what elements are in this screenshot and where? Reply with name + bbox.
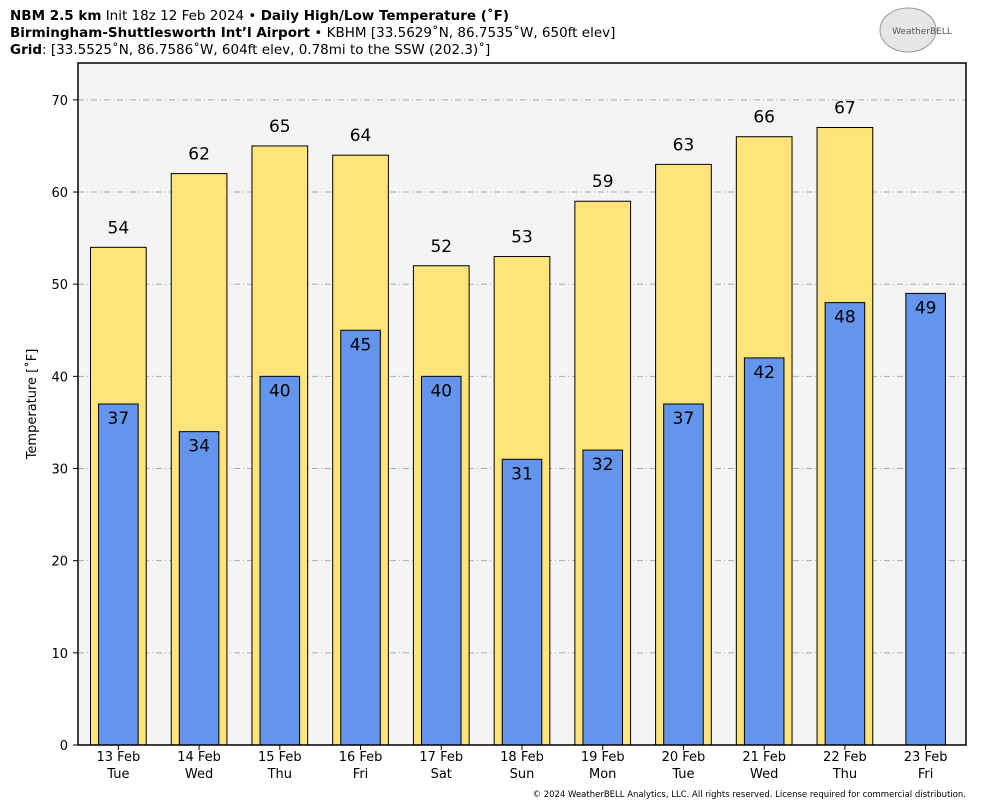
value-label: 54 <box>108 218 130 238</box>
bar <box>824 302 866 746</box>
bar <box>582 449 624 746</box>
bar <box>420 375 462 746</box>
logo-mark <box>879 7 937 53</box>
x-tick-label: Mon <box>589 767 616 782</box>
bar <box>501 458 543 746</box>
x-tick-label: 20 Feb <box>662 750 706 765</box>
y-tick-label: 30 <box>51 463 68 478</box>
y-tick-label: 70 <box>51 94 68 109</box>
value-label: 31 <box>511 464 533 484</box>
y-tick-label: 40 <box>51 370 68 385</box>
x-tick-label: 21 Feb <box>742 750 786 765</box>
y-axis-label: Temperature [˚F] <box>24 349 40 461</box>
y-tick-label: 10 <box>51 647 68 662</box>
value-label: 66 <box>753 108 775 128</box>
x-tick-label: Tue <box>671 767 694 782</box>
value-label: 67 <box>834 99 856 119</box>
x-tick-label: 18 Feb <box>500 750 544 765</box>
value-label: 40 <box>269 381 291 401</box>
bar <box>340 329 381 746</box>
logo: WeatherBELL <box>892 27 952 37</box>
x-tick-label: 22 Feb <box>823 750 867 765</box>
value-label: 34 <box>188 437 210 457</box>
x-tick-label: Wed <box>750 767 778 782</box>
title: NBM 2.5 km Init 18z 12 Feb 2024 • Daily … <box>10 7 509 24</box>
bar <box>905 292 946 746</box>
model: NBM 2.5 km <box>10 8 101 24</box>
bar <box>178 431 220 746</box>
product: Daily High/Low Temperature (˚F) <box>261 7 509 24</box>
value-label: 40 <box>430 381 452 401</box>
x-tick-label: Tue <box>106 767 129 782</box>
value-label: 32 <box>592 455 614 475</box>
bar <box>259 375 301 746</box>
init: Init 18z 12 Feb 2024 • <box>106 8 257 24</box>
value-label: 64 <box>350 126 372 146</box>
value-label: 45 <box>350 335 372 355</box>
y-tick-label: 0 <box>60 739 68 754</box>
value-label: 37 <box>673 409 695 429</box>
value-label: 42 <box>753 363 775 383</box>
grid-label: Grid <box>10 42 42 58</box>
value-label: 52 <box>430 237 452 257</box>
value-label: 63 <box>673 135 695 155</box>
x-tick-label: 15 Feb <box>258 750 302 765</box>
x-tick-label: 17 Feb <box>419 750 463 765</box>
y-tick-label: 60 <box>51 186 68 201</box>
x-tick-label: Sun <box>510 767 535 782</box>
x-tick-label: 14 Feb <box>177 750 221 765</box>
x-tick-label: Sat <box>431 767 452 782</box>
x-tick-label: 23 Feb <box>904 750 948 765</box>
y-tick-label: 20 <box>51 555 68 570</box>
x-tick-label: Fri <box>353 767 369 782</box>
y-tick-label: 50 <box>51 278 68 293</box>
bar <box>663 403 704 746</box>
x-tick-label: Wed <box>185 767 213 782</box>
station-name: Birmingham-Shuttlesworth Int’l Airport <box>10 25 311 41</box>
plot-frame <box>77 62 967 746</box>
x-tick-label: 16 Feb <box>339 750 383 765</box>
x-tick-label: Thu <box>267 767 292 782</box>
bar <box>743 357 785 746</box>
value-label: 65 <box>269 117 291 137</box>
grid-info: Grid: [33.5525˚N, 86.7586˚W, 604ft elev,… <box>10 41 490 58</box>
value-label: 59 <box>592 172 614 192</box>
x-tick-label: Thu <box>832 767 857 782</box>
x-tick-label: 19 Feb <box>581 750 625 765</box>
station-detail: • KBHM [33.5629˚N, 86.7535˚W, 650ft elev… <box>314 24 615 41</box>
value-label: 53 <box>511 228 533 248</box>
x-tick-label: 13 Feb <box>97 750 141 765</box>
x-tick-label: Fri <box>918 767 934 782</box>
bar <box>98 403 139 746</box>
copyright: © 2024 WeatherBELL Analytics, LLC. All r… <box>533 790 966 800</box>
station: Birmingham-Shuttlesworth Int’l Airport •… <box>10 24 615 41</box>
value-label: 48 <box>834 308 856 328</box>
value-label: 49 <box>915 298 937 318</box>
value-label: 37 <box>108 409 130 429</box>
value-label: 62 <box>188 145 210 165</box>
grid-detail: : [33.5525˚N, 86.7586˚W, 604ft elev, 0.7… <box>42 41 490 58</box>
